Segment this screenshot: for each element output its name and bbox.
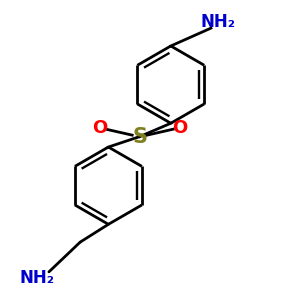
Text: S: S <box>132 127 147 147</box>
Text: NH₂: NH₂ <box>20 269 55 287</box>
Text: NH₂: NH₂ <box>201 13 236 31</box>
Text: O: O <box>92 119 107 137</box>
Text: O: O <box>172 119 187 137</box>
